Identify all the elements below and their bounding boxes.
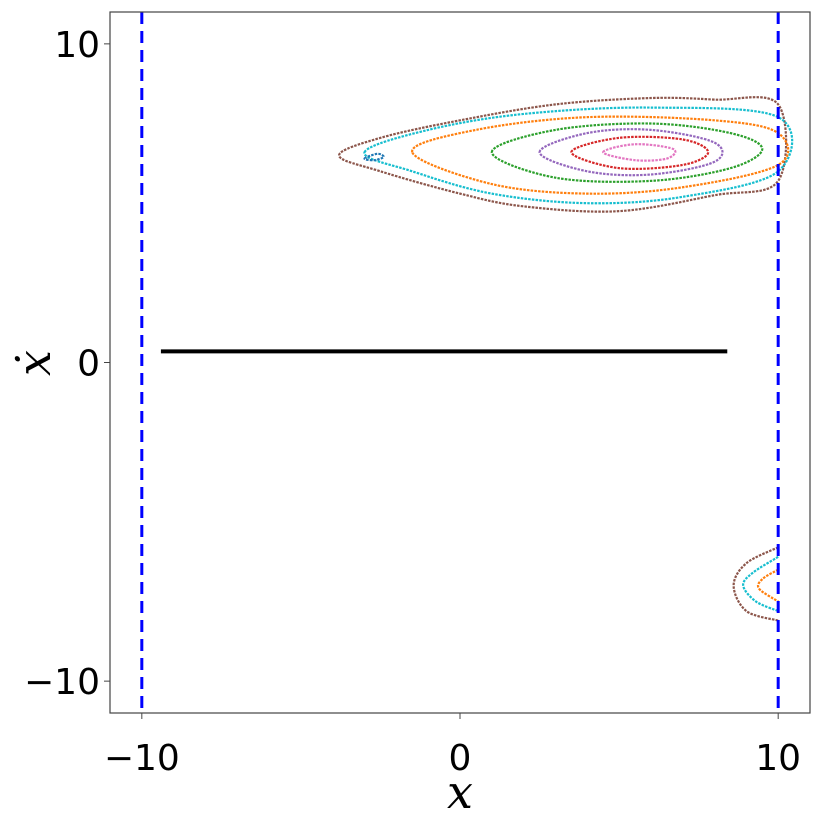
orbit <box>756 568 779 603</box>
plot-area <box>140 12 794 713</box>
orbit <box>742 555 779 613</box>
y-tick-label: 0 <box>77 344 100 385</box>
orbit <box>363 152 385 162</box>
x-tick-label: 10 <box>755 738 801 779</box>
orbit <box>363 106 794 205</box>
y-axis-label: ẋ <box>7 350 61 376</box>
orbit <box>732 546 779 622</box>
y-tick-label: −10 <box>24 662 100 703</box>
x-tick-label: −10 <box>104 738 180 779</box>
orbit <box>538 128 724 177</box>
orbit <box>490 122 764 183</box>
axes-frame <box>109 11 811 714</box>
x-axis-label: x <box>447 765 473 819</box>
y-tick-label: 10 <box>54 25 100 66</box>
orbit <box>337 96 788 213</box>
x-tick-label: 0 <box>449 738 472 779</box>
orbit <box>602 143 677 162</box>
orbit <box>570 135 710 170</box>
